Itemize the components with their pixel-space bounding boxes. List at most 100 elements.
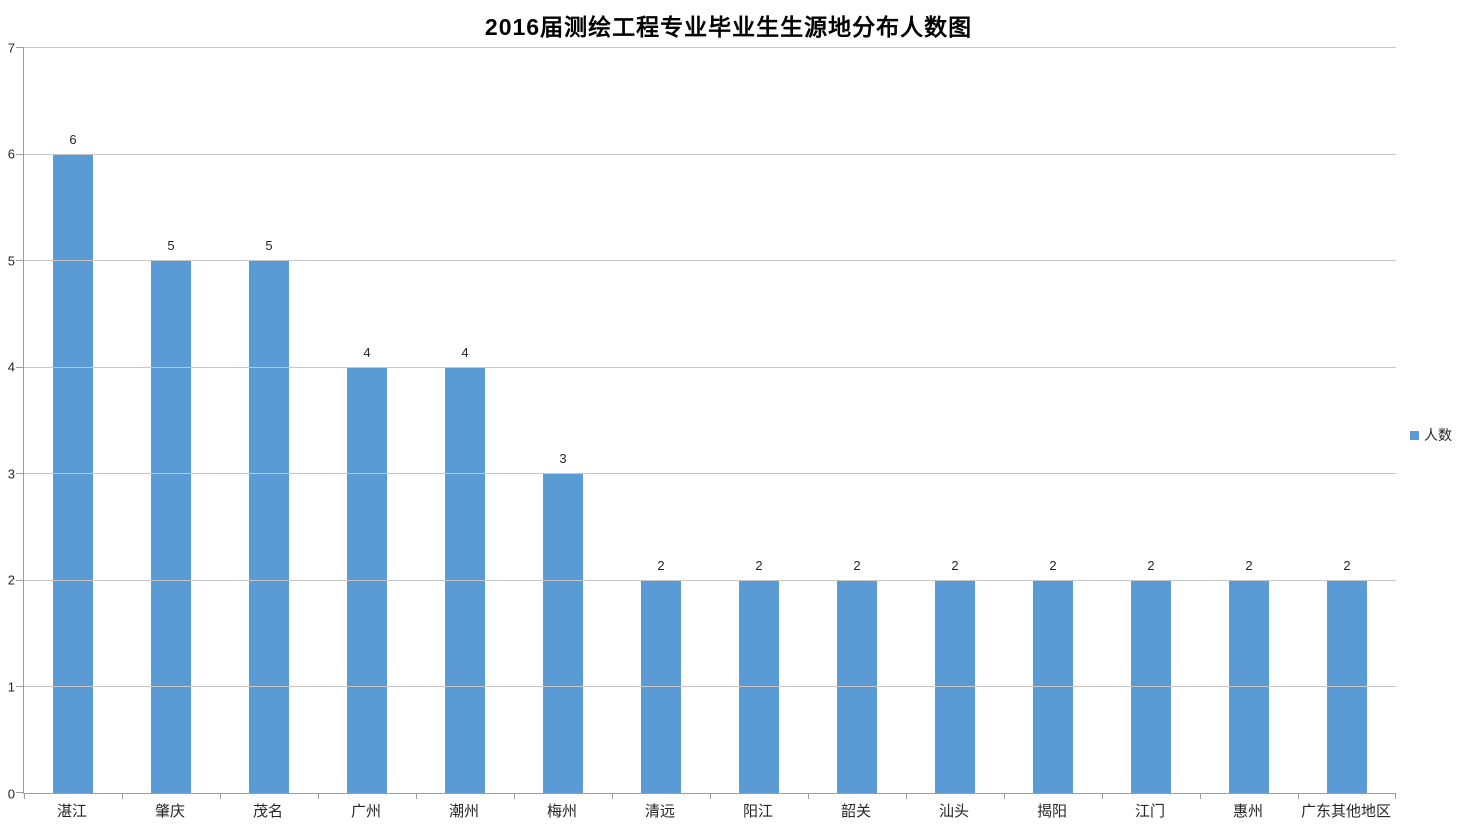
bar-肇庆 — [151, 260, 191, 793]
x-axis-label-茂名: 茂名 — [252, 803, 283, 820]
bars-container: 6 5 5 4 4 3 2 2 2 2 2 2 2 2 — [24, 47, 1396, 793]
y-axis-label-1: 1 — [7, 679, 15, 695]
x-axis-label-潮州: 潮州 — [448, 803, 479, 820]
x-axis-label-江门: 江门 — [1134, 803, 1165, 820]
bar-江门 — [1131, 579, 1171, 793]
y-axis-tick-1 — [16, 686, 23, 688]
bar-value-label: 2 — [951, 557, 959, 573]
y-axis-label-4: 4 — [7, 359, 15, 375]
x-axis-label-汕头: 汕头 — [938, 803, 969, 820]
bar-slot: 2 — [808, 47, 906, 793]
y-axis-label-6: 6 — [7, 146, 15, 162]
bar-清远 — [641, 579, 681, 793]
bar-value-label: 4 — [461, 344, 469, 360]
bar-slot: 4 — [318, 47, 416, 793]
bar-slot: 2 — [1102, 47, 1200, 793]
x-axis-tick-4 — [416, 793, 417, 799]
x-axis-tick-13 — [1298, 793, 1299, 799]
bar-value-label: 6 — [69, 131, 77, 147]
x-axis-label-肇庆: 肇庆 — [154, 803, 185, 820]
x-axis-label-揭阳: 揭阳 — [1036, 803, 1067, 820]
y-axis-label-5: 5 — [7, 253, 15, 269]
bar-揭阳 — [1033, 579, 1073, 793]
bar-slot: 2 — [906, 47, 1004, 793]
bar-value-label: 2 — [1147, 557, 1155, 573]
bar-slot: 2 — [1004, 47, 1102, 793]
x-axis-tick-7 — [710, 793, 711, 799]
bar-slot: 4 — [416, 47, 514, 793]
legend-swatch-icon — [1410, 430, 1419, 440]
bar-阳江 — [739, 579, 779, 793]
y-axis-tick-3 — [16, 473, 23, 475]
gridline-y-6 — [24, 153, 1396, 155]
gridline-y-7 — [24, 47, 1396, 48]
legend-label: 人数 — [1424, 427, 1452, 443]
gridline-y-1 — [24, 686, 1396, 688]
gridline-y-2 — [24, 579, 1396, 581]
bar-slot: 3 — [514, 47, 612, 793]
x-axis-tick-3 — [318, 793, 319, 799]
y-axis-tick-4 — [16, 366, 23, 368]
x-axis-tick-11 — [1102, 793, 1103, 799]
x-axis-tick-14 — [1395, 793, 1396, 799]
x-axis-label-惠州: 惠州 — [1232, 803, 1263, 820]
y-axis-label-7: 7 — [7, 40, 15, 55]
bar-惠州 — [1229, 579, 1269, 793]
y-axis-tick-7 — [16, 47, 23, 48]
bar-value-label: 5 — [265, 238, 273, 254]
bar-slot: 6 — [24, 47, 122, 793]
bar-湛江 — [53, 153, 93, 793]
bar-slot: 5 — [122, 47, 220, 793]
gridline-y-4 — [24, 366, 1396, 368]
gridline-y-3 — [24, 473, 1396, 475]
bar-value-label: 2 — [1245, 557, 1253, 573]
y-axis-tick-5 — [16, 260, 23, 262]
x-axis-tick-6 — [612, 793, 613, 799]
legend: 人数 — [1410, 425, 1452, 445]
bar-value-label: 2 — [657, 557, 665, 573]
bar-汕头 — [935, 579, 975, 793]
y-axis-tick-6 — [16, 153, 23, 155]
bar-value-label: 2 — [853, 557, 861, 573]
bar-slot: 2 — [1200, 47, 1298, 793]
bar-value-label: 5 — [167, 238, 175, 254]
chart-title: 2016届测绘工程专业毕业生生源地分布人数图 — [484, 14, 973, 40]
bar-value-label: 4 — [363, 344, 371, 360]
bar-value-label: 3 — [559, 451, 567, 467]
y-axis-label-0: 0 — [7, 786, 15, 801]
x-axis-labels: 湛江 肇庆 茂名 广州 潮州 梅州 清远 阳江 韶关 汕头 揭阳 江门 惠州 广东其他地区 — [23, 800, 1395, 821]
gridline-y-5 — [24, 260, 1396, 262]
x-axis-label-韶关: 韶关 — [840, 803, 871, 820]
x-axis-label-广州: 广州 — [350, 803, 381, 820]
y-axis-tick-0 — [16, 792, 23, 793]
x-axis-tick-2 — [220, 793, 221, 799]
bar-slot: 2 — [612, 47, 710, 793]
x-axis-tick-5 — [514, 793, 515, 799]
bar-slot: 5 — [220, 47, 318, 793]
plot-area: 6 5 5 4 4 3 2 2 2 2 2 2 2 2 — [16, 47, 1396, 799]
bar-slot: 2 — [1298, 47, 1396, 793]
x-axis-tick-0 — [24, 793, 25, 799]
x-axis-tick-10 — [1004, 793, 1005, 799]
x-axis-label-梅州: 梅州 — [546, 803, 577, 820]
x-axis-label-广东其他地区: 广东其他地区 — [1300, 803, 1391, 820]
bar-茂名 — [249, 260, 289, 793]
x-axis-label-阳江: 阳江 — [742, 803, 773, 820]
bar-广东其他地区 — [1327, 579, 1367, 793]
x-axis-tick-8 — [808, 793, 809, 799]
bar-value-label: 2 — [1049, 557, 1057, 573]
bar-梅州 — [543, 473, 583, 793]
x-axis-tick-9 — [906, 793, 907, 799]
bar-韶关 — [837, 579, 877, 793]
bar-slot: 2 — [710, 47, 808, 793]
y-axis-labels: 0 1 2 3 4 5 6 7 — [0, 41, 17, 800]
x-axis-tick-1 — [122, 793, 123, 799]
x-axis-label-湛江: 湛江 — [56, 803, 87, 820]
y-axis-label-3: 3 — [7, 466, 15, 482]
y-axis-tick-2 — [16, 579, 23, 581]
x-axis-label-清远: 清远 — [644, 803, 675, 820]
bar-value-label: 2 — [755, 557, 763, 573]
y-axis-label-2: 2 — [7, 572, 15, 588]
bar-value-label: 2 — [1343, 557, 1351, 573]
